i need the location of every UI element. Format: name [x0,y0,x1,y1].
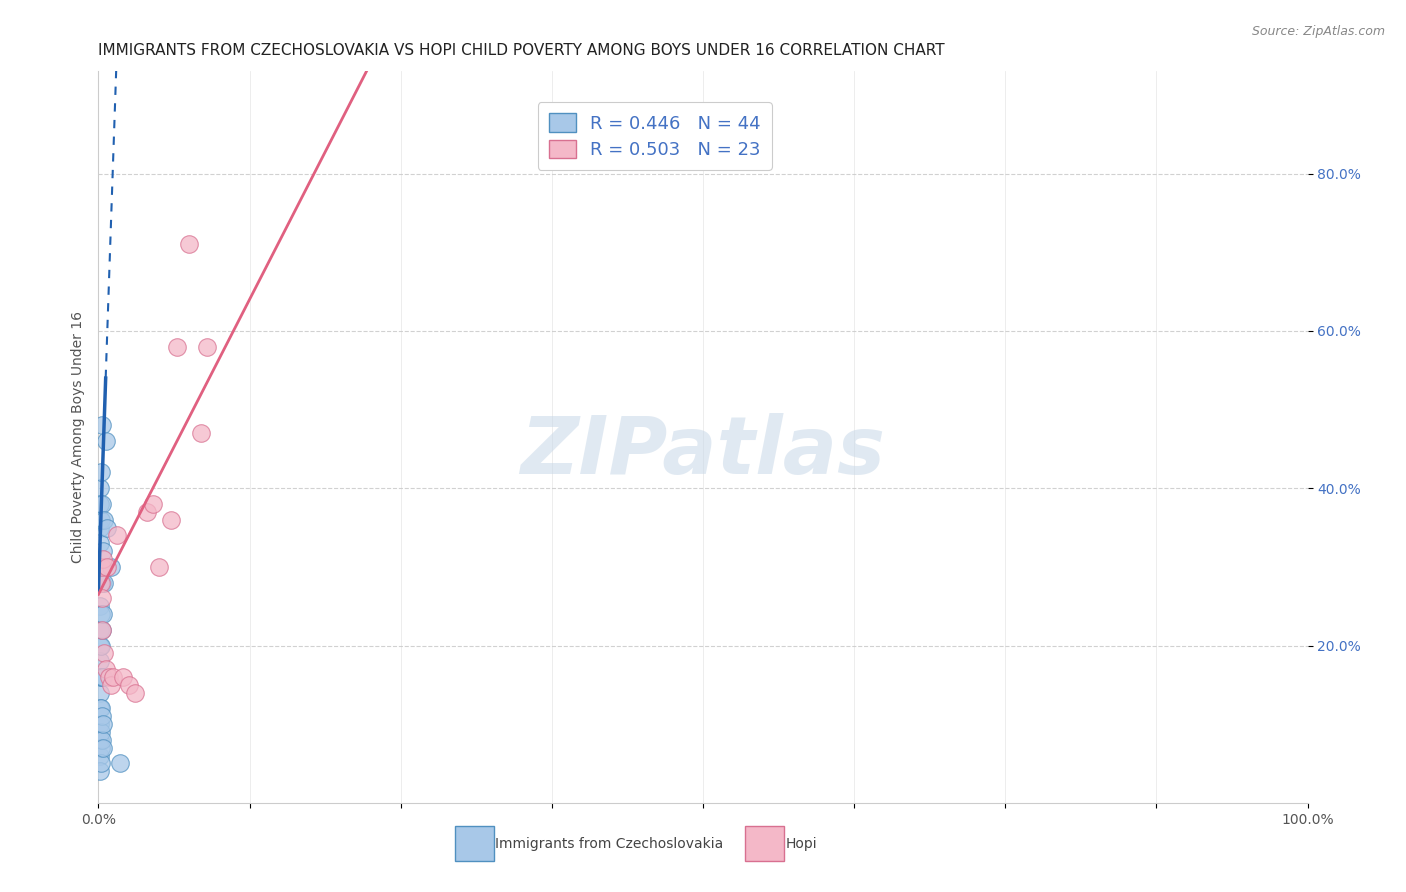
Point [89,623,111,637]
Point [89,639,111,653]
Point [90,756,112,771]
Point [91,418,114,433]
Point [94,434,117,448]
Point [96,559,118,574]
Point [160,513,183,527]
Point [91,607,114,621]
Point [111,670,134,684]
Point [118,678,141,692]
Point [108,756,131,771]
Point [90,559,112,574]
Point [91,575,114,590]
Point [94,662,117,676]
Point [90,701,112,715]
Point [91,732,114,747]
Point [90,725,112,739]
Point [98,670,121,684]
Point [90,639,112,653]
Point [105,528,128,542]
Point [90,670,112,684]
Text: Immigrants from Czechoslovakia: Immigrants from Czechoslovakia [495,838,723,852]
Point [91,559,114,574]
FancyBboxPatch shape [456,826,494,862]
Point [89,497,111,511]
Point [89,654,111,668]
Point [142,497,165,511]
Point [93,513,115,527]
Point [90,575,112,590]
Point [179,237,201,252]
FancyBboxPatch shape [745,826,785,862]
Point [101,670,124,684]
Point [135,505,157,519]
Text: Source: ZipAtlas.com: Source: ZipAtlas.com [1251,25,1385,38]
Point [100,678,122,692]
Point [89,536,111,550]
Point [89,748,111,763]
Point [93,575,115,590]
Point [100,559,122,574]
Point [91,670,114,684]
Point [89,599,111,614]
Point [90,466,112,480]
Point [90,607,112,621]
Point [89,575,111,590]
Point [89,732,111,747]
Point [166,340,188,354]
Point [91,497,114,511]
Point [91,740,114,755]
Point [91,717,114,731]
Point [91,670,114,684]
Point [91,709,114,723]
Point [90,513,112,527]
Legend: R = 0.446   N = 44, R = 0.503   N = 23: R = 0.446 N = 44, R = 0.503 N = 23 [537,103,772,169]
Point [89,717,111,731]
Point [89,764,111,779]
Point [89,701,111,715]
Point [91,623,114,637]
Point [89,520,111,534]
Point [91,591,114,606]
Text: ZIPatlas: ZIPatlas [520,413,886,491]
Point [89,670,111,684]
Point [91,623,114,637]
Text: IMMIGRANTS FROM CZECHOSLOVAKIA VS HOPI CHILD POVERTY AMONG BOYS UNDER 16 CORRELA: IMMIGRANTS FROM CZECHOSLOVAKIA VS HOPI C… [98,43,945,58]
Point [124,686,146,700]
Point [89,686,111,700]
Point [91,544,114,558]
Point [148,559,170,574]
Point [190,426,212,441]
Text: Hopi: Hopi [785,838,817,852]
Y-axis label: Child Poverty Among Boys Under 16: Child Poverty Among Boys Under 16 [70,311,84,563]
Point [96,520,118,534]
Point [195,340,218,354]
Point [90,740,112,755]
Point [93,646,115,660]
Point [89,481,111,495]
Point [91,552,114,566]
